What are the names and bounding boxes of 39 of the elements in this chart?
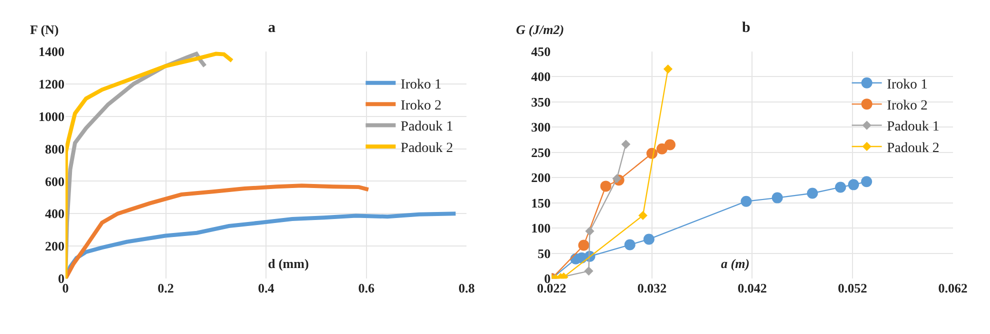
x-tick-label: 0.2	[158, 280, 174, 296]
chart-title: a	[268, 20, 276, 36]
legend-label: Padouk 1	[400, 120, 454, 135]
y-tick-label: 100	[531, 220, 551, 236]
y-tick-label: 350	[531, 94, 551, 110]
legend-label: Iroko 2	[886, 98, 928, 114]
y-tick-label: 150	[531, 195, 551, 210]
legend-label: Iroko 2	[400, 98, 442, 114]
y-tick-label: 200	[531, 170, 551, 186]
chart-title: b	[742, 20, 750, 36]
x-axis-title: a (m)	[721, 256, 750, 271]
x-axis-title: d (mm)	[268, 256, 309, 271]
x-tick-label: 0.6	[358, 280, 376, 296]
y-tick-label: 300	[531, 120, 551, 135]
x-tick-label: 0.4	[258, 280, 275, 296]
y-tick-label: 200	[44, 238, 64, 254]
y-tick-label: 1200	[38, 76, 64, 92]
legend-label: Iroko 1	[886, 77, 928, 92]
y-tick-label: 1400	[38, 44, 64, 59]
x-tick-label: 0.062	[938, 280, 968, 296]
y-tick-label: 400	[44, 206, 64, 222]
y-tick-label: 600	[44, 174, 64, 189]
y-axis-title: F (N)	[30, 22, 59, 37]
y-tick-label: 1000	[38, 108, 64, 124]
x-tick-label: 0.052	[838, 280, 868, 296]
y-tick-label: 450	[531, 44, 551, 59]
x-tick-label: 0.032	[637, 280, 667, 296]
legend-label: Iroko 1	[400, 77, 442, 92]
x-tick-label: 0.042	[738, 280, 767, 296]
legend-label: Padouk 1	[886, 120, 940, 135]
y-axis-title: G (J/m2)	[516, 22, 564, 37]
y-tick-label: 250	[531, 144, 551, 160]
y-tick-label: 50	[538, 246, 551, 261]
y-tick-label: 800	[44, 141, 64, 156]
y-tick-label: 0	[58, 271, 64, 286]
y-tick-label: 400	[531, 69, 551, 84]
x-tick-label: 0.8	[458, 280, 476, 296]
legend-label: Padouk 2	[400, 140, 454, 156]
legend-label: Padouk 2	[886, 140, 940, 156]
